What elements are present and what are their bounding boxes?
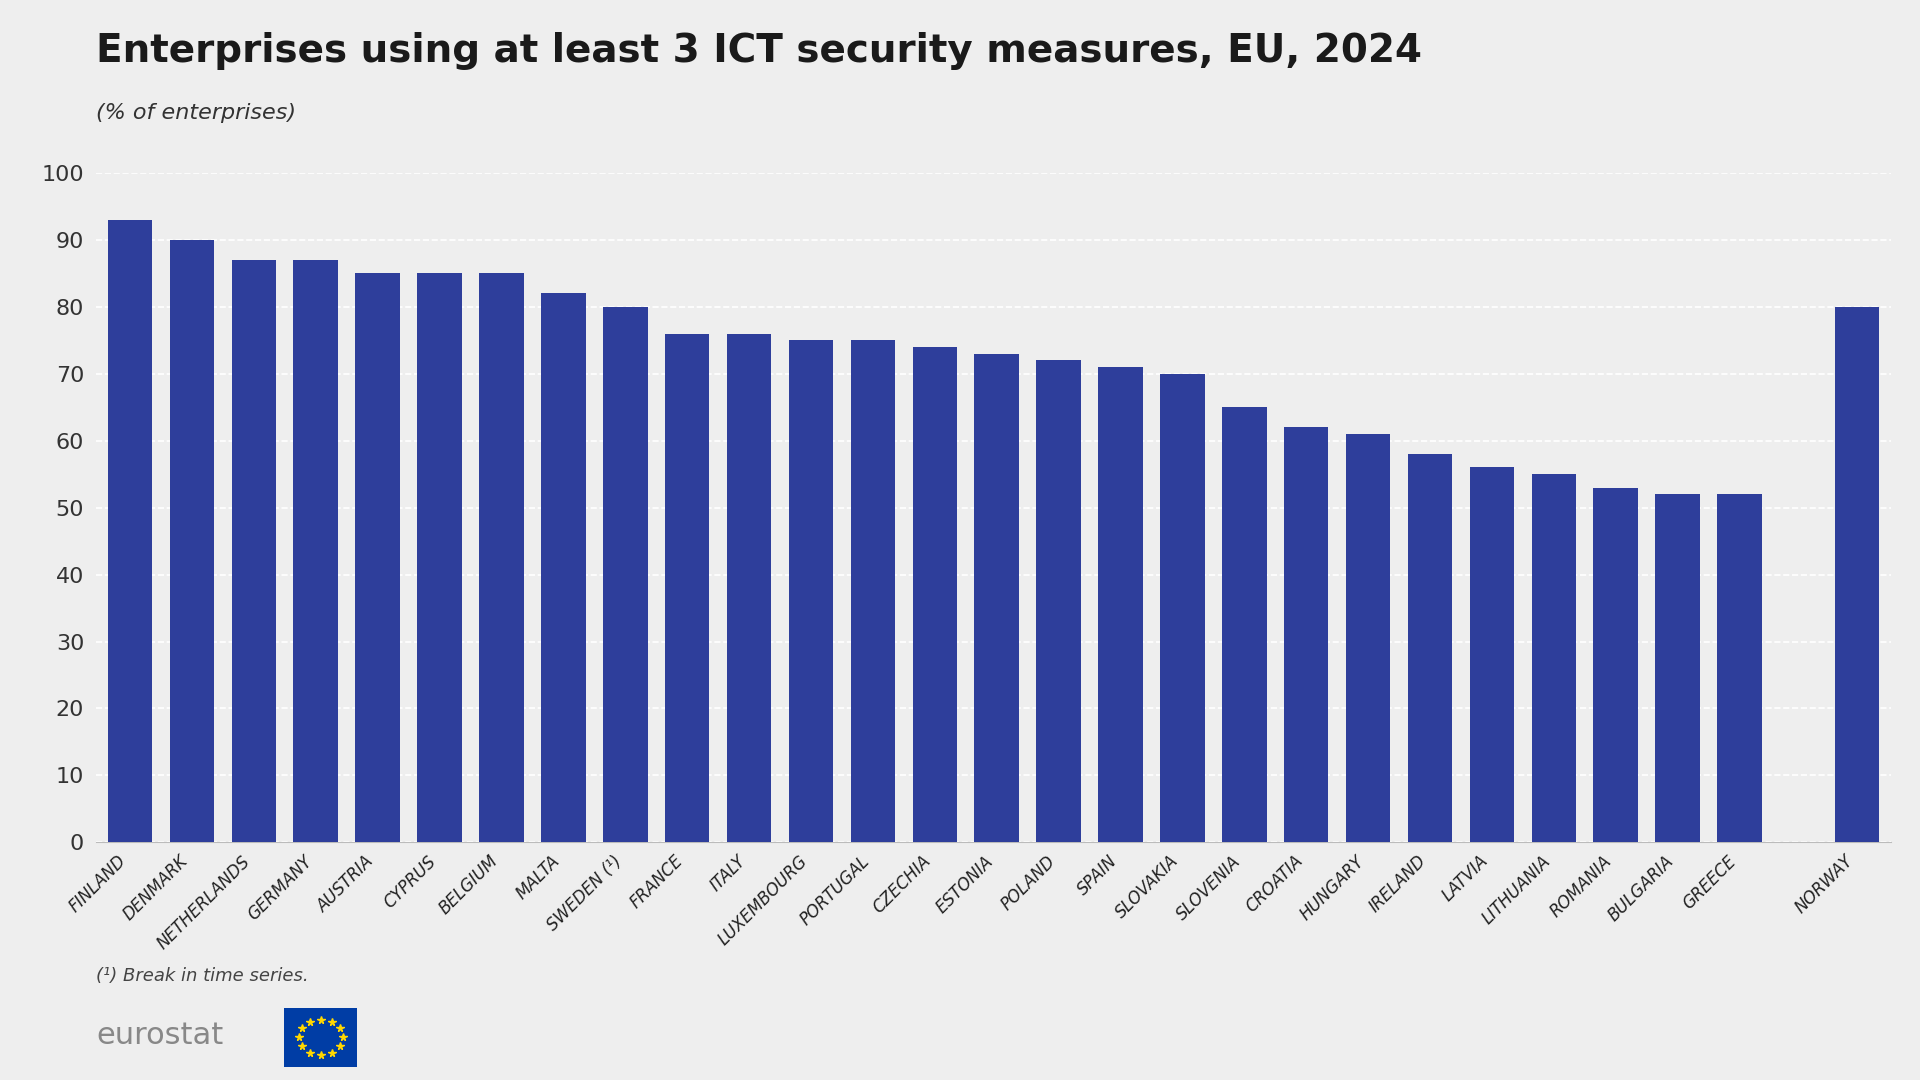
Bar [1037,361,1081,842]
Bar [1655,495,1699,842]
Bar [1098,367,1142,842]
Bar [728,334,772,842]
Bar [480,273,524,842]
Text: (¹) Break in time series.: (¹) Break in time series. [96,967,309,985]
Text: (% of enterprises): (% of enterprises) [96,103,296,123]
Bar [232,260,276,842]
Bar [1469,468,1515,842]
Bar [789,340,833,842]
Bar [1346,434,1390,842]
Bar [169,240,215,842]
Bar [1160,374,1204,842]
Bar [1594,487,1638,842]
Bar [355,273,399,842]
Bar [1532,474,1576,842]
Bar [912,347,956,842]
Bar [664,334,710,842]
Text: Enterprises using at least 3 ICT security measures, EU, 2024: Enterprises using at least 3 ICT securit… [96,32,1423,70]
Bar [1407,454,1452,842]
Bar [1221,407,1267,842]
Bar [108,219,152,842]
Text: eurostat: eurostat [96,1021,223,1050]
Bar [1284,428,1329,842]
Bar [603,307,647,842]
Bar [294,260,338,842]
Bar [1716,495,1763,842]
Bar [417,273,463,842]
Bar [1836,307,1880,842]
Bar [541,294,586,842]
Bar [975,353,1020,842]
Bar [851,340,895,842]
